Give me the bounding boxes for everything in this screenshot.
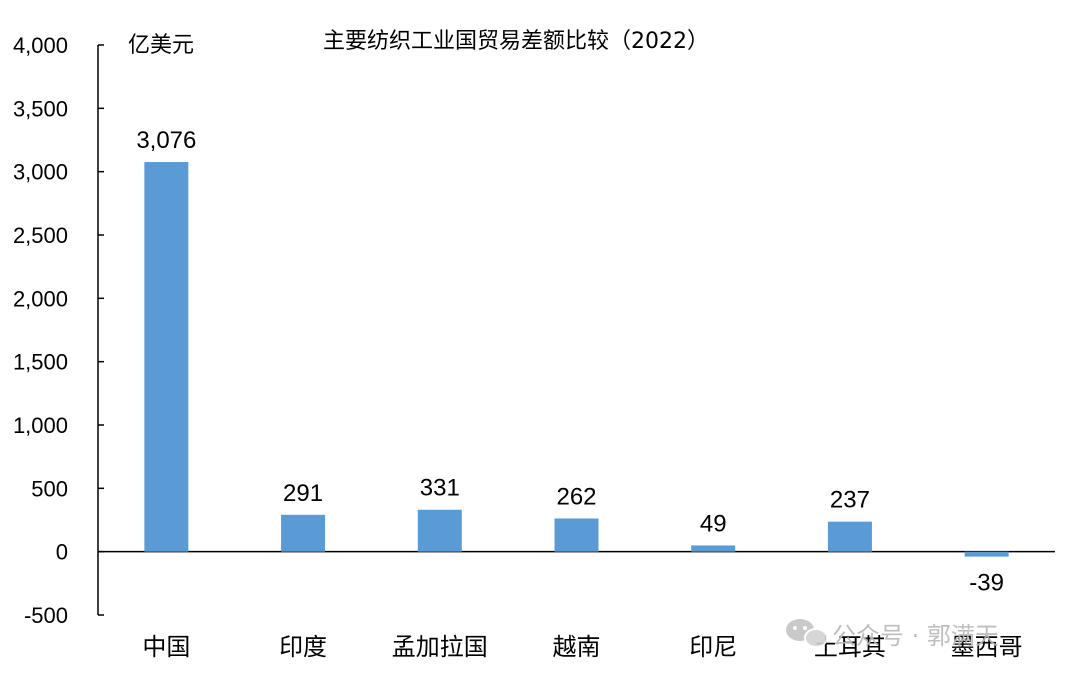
bar	[554, 518, 599, 552]
y-tick-label: 3,500	[13, 96, 68, 121]
bar	[827, 521, 872, 552]
data-label: 237	[830, 487, 870, 514]
chart-title: 主要纺织工业国贸易差额比较（2022）	[323, 29, 709, 54]
category-label: 印尼	[689, 633, 737, 661]
data-label: 3,076	[136, 127, 196, 154]
category-label: 孟加拉国	[392, 633, 488, 661]
y-tick-label: 1,000	[13, 413, 68, 438]
watermark: 公众号 · 郭满天	[786, 619, 999, 650]
bar	[964, 551, 1009, 557]
wechat-icon	[786, 619, 828, 648]
data-label: 291	[283, 480, 323, 507]
watermark-text: 公众号 · 郭满天	[832, 622, 999, 650]
data-label: 49	[700, 510, 727, 537]
category-label: 中国	[142, 633, 190, 661]
y-axis-unit-label: 亿美元	[128, 33, 194, 58]
bar	[417, 509, 462, 552]
category-label: 印度	[279, 633, 327, 661]
y-tick-label: 0	[56, 540, 68, 565]
data-label: 331	[420, 475, 460, 502]
y-tick-label: 2,500	[13, 223, 68, 248]
y-tick-label: 500	[31, 476, 68, 501]
y-tick-label: 1,500	[13, 350, 68, 375]
data-label: -39	[969, 570, 1004, 597]
y-tick-label: 4,000	[13, 33, 68, 58]
axes-layer: -500 0 500 1,000 1,500 2,000 2,500 3,000 3,500 4,…	[13, 33, 1055, 628]
bars-layer	[144, 162, 1009, 557]
category-label: 越南	[553, 633, 601, 661]
y-tick-label: 3,000	[13, 160, 68, 185]
bar	[281, 514, 326, 552]
bar	[691, 545, 736, 552]
y-tick-label: -500	[24, 603, 68, 628]
bar	[144, 162, 189, 552]
y-tick-label: 2,000	[13, 286, 68, 311]
category-label: 墨西哥	[951, 633, 1023, 661]
data-label: 262	[556, 483, 596, 510]
